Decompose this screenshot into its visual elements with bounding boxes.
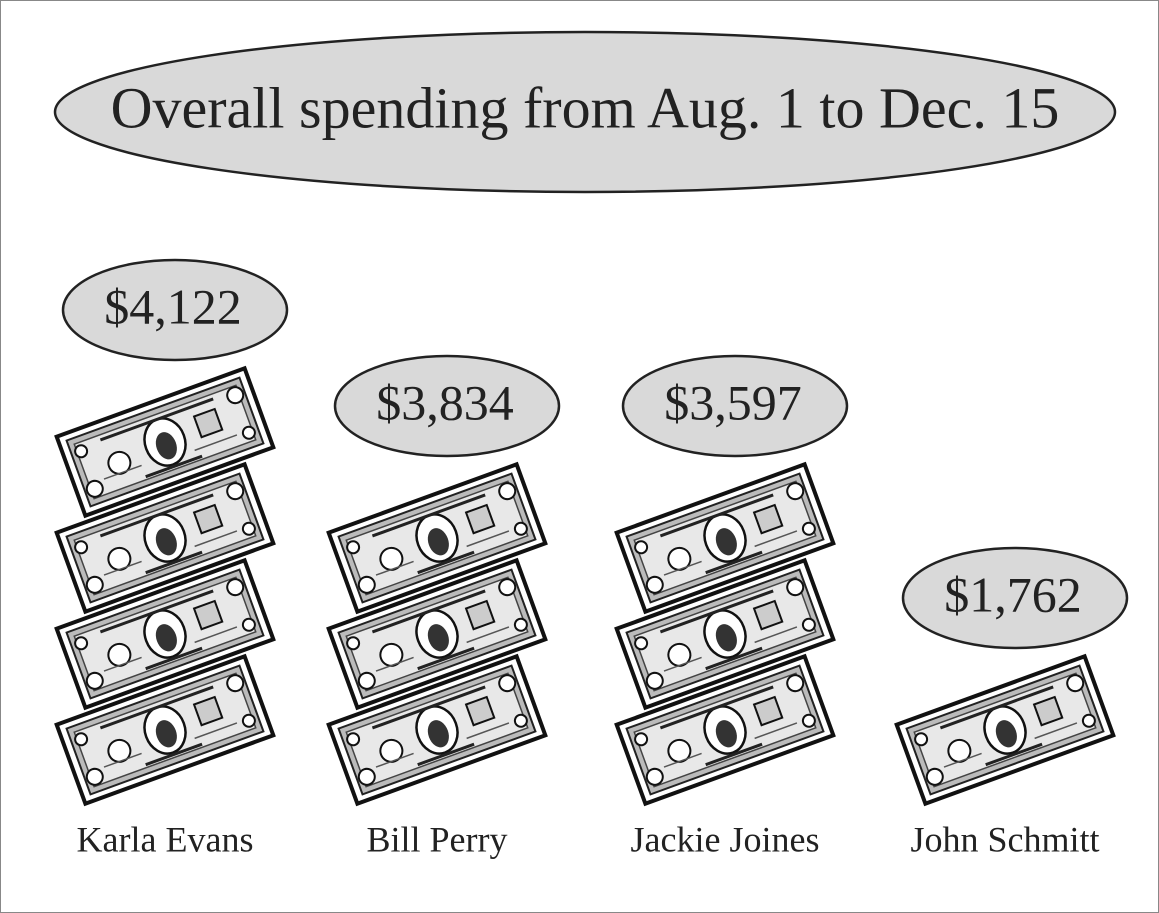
value-label: $4,122 (104, 278, 242, 334)
category-label: Bill Perry (367, 819, 508, 859)
category-label: Jackie Joines (631, 819, 820, 859)
chart-title: Overall spending from Aug. 1 to Dec. 15 (111, 75, 1060, 140)
value-label: $3,834 (376, 374, 514, 430)
chart: Overall spending from Aug. 1 to Dec. 15 … (0, 0, 1159, 913)
value-label: $3,597 (664, 374, 802, 430)
value-label: $1,762 (944, 566, 1082, 622)
category-label: John Schmitt (910, 819, 1099, 859)
category-label: Karla Evans (77, 819, 254, 859)
